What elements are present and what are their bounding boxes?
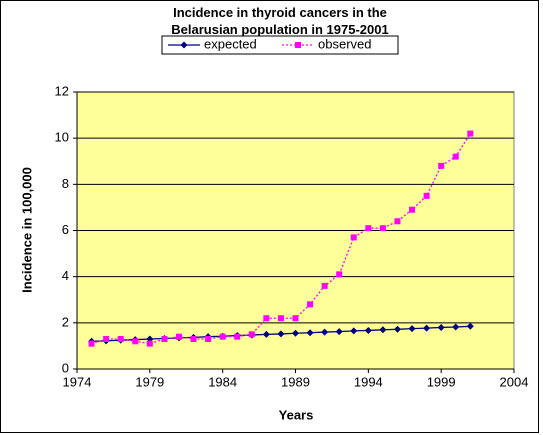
legend-label: expected bbox=[204, 36, 257, 51]
point bbox=[263, 315, 270, 322]
point bbox=[103, 335, 110, 342]
series-line bbox=[91, 133, 471, 345]
point bbox=[466, 322, 474, 330]
legend-label: observed bbox=[318, 36, 371, 51]
point bbox=[408, 325, 416, 333]
point bbox=[364, 326, 372, 334]
y-tick-label: 4 bbox=[62, 268, 69, 283]
point bbox=[394, 218, 401, 225]
x-tick-label: 1984 bbox=[208, 374, 237, 389]
x-tick-label: 2004 bbox=[500, 374, 529, 389]
point bbox=[423, 192, 430, 199]
legend-box bbox=[161, 35, 399, 55]
point bbox=[292, 329, 299, 337]
point bbox=[321, 282, 328, 289]
point bbox=[132, 338, 139, 345]
point bbox=[452, 323, 460, 331]
point bbox=[409, 206, 416, 213]
point bbox=[350, 234, 357, 241]
point bbox=[234, 333, 241, 340]
point bbox=[307, 301, 314, 308]
y-tick-label: 6 bbox=[62, 222, 69, 237]
point bbox=[350, 327, 358, 335]
point bbox=[379, 326, 387, 334]
y-tick-label: 8 bbox=[62, 176, 69, 191]
y-tick-label: 0 bbox=[62, 360, 69, 375]
point bbox=[219, 333, 226, 340]
point bbox=[336, 271, 343, 278]
x-axis-label: Years bbox=[279, 407, 314, 422]
point bbox=[295, 42, 301, 48]
point bbox=[437, 323, 445, 331]
point bbox=[467, 130, 474, 137]
point bbox=[175, 333, 182, 340]
point bbox=[190, 335, 197, 342]
point bbox=[161, 335, 168, 342]
y-tick-label: 10 bbox=[55, 130, 69, 145]
x-tick-label: 1974 bbox=[63, 374, 92, 389]
point bbox=[365, 225, 372, 232]
point bbox=[379, 225, 386, 232]
point bbox=[423, 324, 431, 332]
point bbox=[393, 325, 401, 333]
x-tick-label: 1999 bbox=[427, 374, 456, 389]
chart-title: Incidence in thyroid cancers in the Bela… bbox=[171, 5, 389, 37]
point bbox=[452, 153, 459, 160]
point bbox=[117, 335, 124, 342]
y-tick-label: 2 bbox=[62, 314, 69, 329]
point bbox=[248, 331, 255, 338]
x-tick-label: 1994 bbox=[354, 374, 383, 389]
point bbox=[438, 162, 445, 169]
x-tick-label: 1989 bbox=[281, 374, 310, 389]
point bbox=[335, 328, 343, 336]
point bbox=[306, 329, 314, 337]
point bbox=[321, 328, 329, 336]
x-tick-label: 1979 bbox=[135, 374, 164, 389]
point bbox=[277, 330, 285, 338]
point bbox=[205, 335, 212, 342]
point bbox=[292, 315, 299, 322]
point bbox=[277, 315, 284, 322]
point bbox=[180, 41, 188, 49]
y-tick-label: 12 bbox=[55, 83, 69, 98]
point bbox=[88, 340, 95, 347]
point bbox=[146, 340, 153, 347]
point bbox=[262, 330, 270, 338]
y-axis-label: Incidence in 100,000 bbox=[19, 167, 34, 293]
